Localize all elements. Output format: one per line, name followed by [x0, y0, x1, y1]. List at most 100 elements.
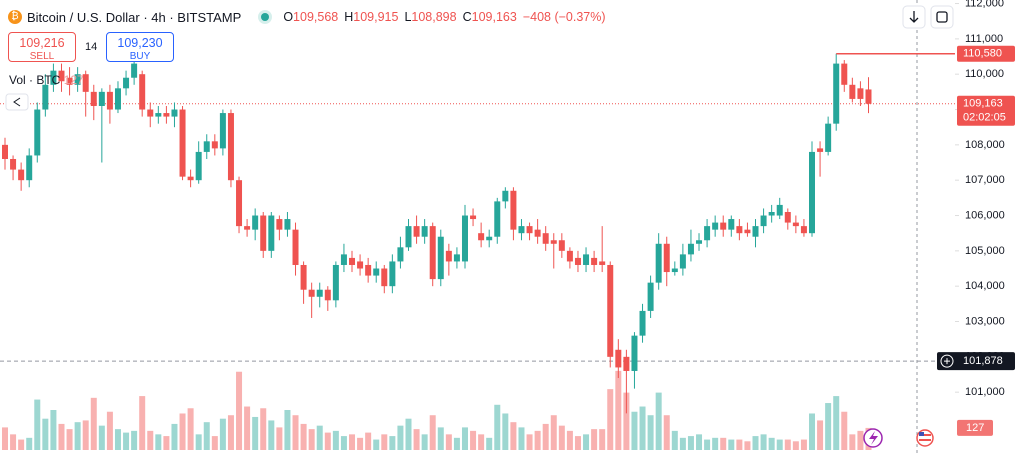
candle-body: [857, 88, 864, 99]
candle-body: [123, 77, 130, 89]
volume-bar: [139, 396, 146, 450]
buy-label: BUY: [129, 51, 151, 62]
volume-bar: [187, 408, 194, 450]
volume-bar: [357, 437, 364, 450]
candle-body: [696, 240, 703, 244]
candle-body: [615, 349, 622, 368]
high-label: 110,580: [963, 48, 1002, 60]
candle-body: [284, 219, 291, 230]
y-tick-label: 108,000: [965, 139, 1005, 151]
volume-bar: [66, 429, 73, 450]
volume-bar: [744, 441, 751, 450]
volume-bar: [792, 441, 799, 450]
candle-body: [236, 180, 243, 227]
candle-body: [461, 215, 468, 262]
ohlc-value: 109,163: [471, 10, 517, 24]
buy-price: 109,230: [117, 36, 163, 50]
candle-body: [623, 356, 630, 371]
volume-bar: [502, 413, 509, 450]
volume-bar: [18, 439, 25, 450]
candle-body: [381, 268, 388, 287]
volume-bar: [784, 439, 791, 450]
volume-bar: [429, 415, 436, 450]
candle-body: [106, 91, 113, 110]
volume-bar: [849, 434, 856, 450]
volume-bar: [131, 430, 138, 450]
candle-body: [187, 176, 194, 181]
candle-body: [389, 261, 396, 287]
volume-bar: [542, 423, 549, 450]
left-toggle[interactable]: [5, 93, 29, 111]
bolt: [869, 431, 878, 445]
volume-bar: [704, 439, 711, 450]
lightning-icon[interactable]: [863, 428, 883, 448]
volume-bar: [300, 423, 307, 450]
buy-button[interactable]: 109,230 BUY: [106, 32, 174, 62]
candle-body: [179, 109, 186, 177]
volume-bar: [800, 439, 807, 450]
candle-body: [195, 151, 202, 181]
symbol-title: Bitcoin / U.S. Dollar · 4h · BITSTAMP: [27, 9, 242, 25]
candle-body: [833, 63, 840, 124]
candle-body: [252, 215, 259, 230]
candle-body: [494, 201, 501, 237]
candle-body: [244, 226, 251, 230]
ohlc-key: C: [462, 10, 472, 24]
volume-bar: [760, 434, 767, 450]
candle-body: [429, 226, 436, 280]
volume-bar: [712, 437, 719, 450]
candle-body: [784, 211, 791, 223]
candle-body: [18, 169, 25, 181]
flag-icon[interactable]: [916, 429, 934, 447]
volume-bar: [833, 396, 840, 450]
header: ₿ Bitcoin / U.S. Dollar · 4h · BITSTAMP …: [0, 8, 606, 26]
candle-body: [357, 261, 364, 269]
last-label: 109,163: [963, 98, 1003, 110]
candle-body: [42, 84, 49, 110]
candle-body: [792, 222, 799, 227]
sell-label: SELL: [29, 51, 55, 62]
volume-bar: [316, 425, 323, 450]
fullscreen-button[interactable]: [930, 5, 954, 29]
candle-body: [849, 84, 856, 99]
candle-body: [591, 257, 598, 265]
candle-body: [171, 109, 178, 117]
candle-body: [478, 233, 485, 241]
candle-body: [599, 261, 606, 265]
volume-bar: [244, 406, 251, 450]
price-axis: [955, 0, 1024, 454]
volume-bar: [486, 437, 493, 450]
volume-bar: [292, 415, 299, 450]
button-box[interactable]: [930, 5, 954, 29]
volume-bar: [574, 436, 581, 450]
candle-body: [453, 254, 460, 262]
candle-body: [349, 257, 356, 265]
volume-bar: [494, 404, 501, 450]
sell-button[interactable]: 109,216 SELL: [8, 32, 76, 62]
volume-bar: [437, 427, 444, 450]
y-tick-label: 104,000: [965, 280, 1005, 292]
volume-bar: [219, 418, 226, 450]
flag-stripe: [919, 434, 931, 436]
volume-label-box: [957, 419, 993, 436]
candle-body: [607, 264, 614, 357]
candle-body: [510, 190, 517, 230]
volume-bar: [308, 429, 315, 450]
toggle-box[interactable]: [5, 93, 29, 111]
scroll-button[interactable]: [902, 5, 926, 29]
volume-bar: [631, 411, 638, 450]
candle-body: [583, 254, 590, 265]
volume-bar: [106, 411, 113, 450]
crosshair-label-box: [937, 352, 1015, 371]
y-tick-label: 112,000: [965, 0, 1004, 9]
status-dot: [261, 13, 270, 21]
candle-body: [542, 233, 549, 244]
y-tick-label: 111,000: [965, 33, 1003, 45]
candle-body: [809, 151, 815, 234]
ohlc-key: O: [283, 10, 294, 24]
candle-body: [421, 226, 428, 237]
volume-legend-value: 127: [63, 73, 84, 87]
high-label-box: [957, 45, 1015, 62]
candle-body: [58, 70, 65, 82]
